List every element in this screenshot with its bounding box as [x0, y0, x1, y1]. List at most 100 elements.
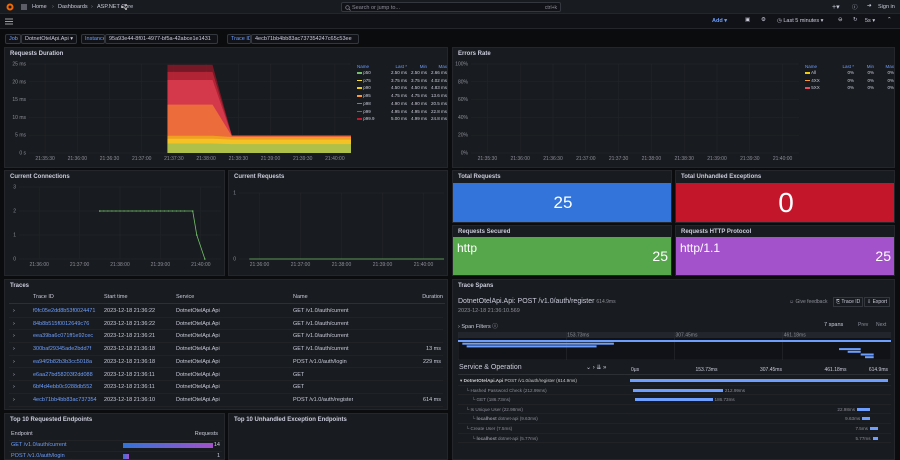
table-row[interactable]: › 84b8b515f0012649c76 2023-12-18 21:36:2… [9, 318, 443, 331]
expand-row-icon[interactable]: › [13, 384, 15, 391]
span-bar[interactable] [862, 417, 870, 421]
legend-row[interactable]: All 0% 0% 0% [805, 69, 894, 77]
breadcrumb-home[interactable]: Home [32, 4, 47, 10]
refresh-interval[interactable]: 5s ▾ [865, 18, 876, 24]
span-bar[interactable] [635, 398, 713, 402]
span-row[interactable]: └ Create User (7.5ms) 7.5ms [458, 424, 891, 434]
breadcrumb-dashboards[interactable]: Dashboards [58, 4, 88, 10]
legend-row[interactable]: p50 2.50 ms 2.50 ms 2.66 ms [357, 69, 447, 77]
trace-id-link[interactable]: eea39ba6c071ff1e92cec [33, 333, 94, 340]
table-row[interactable]: GET /v1.0/auth/current 14 [9, 440, 222, 450]
signin-icon[interactable]: ➔ [867, 3, 872, 9]
trace-id-link[interactable]: 6bf4d4ebb0c9288db552 [33, 384, 93, 391]
minimap-tick-label: 307.45ms [676, 333, 698, 339]
legend-col[interactable]: Min [419, 64, 427, 69]
expand-row-icon[interactable]: › [13, 320, 15, 327]
legend-col[interactable]: Max [438, 64, 447, 69]
table-row[interactable]: POST /v1.0/auth/login 1 [9, 451, 222, 459]
prev-button[interactable]: Prev [858, 322, 869, 328]
col-endpoint[interactable]: Endpoint [11, 431, 33, 437]
legend-col[interactable]: Name [357, 64, 370, 69]
variable-job-select[interactable]: DotnetOtelApi.Api ▾ [21, 34, 77, 44]
legend-col[interactable]: Last * [395, 64, 407, 69]
span-row[interactable]: ▾ DotnetOtelApi.Api POST /v1.0/auth/regi… [458, 376, 891, 386]
expand-row-icon[interactable]: › [13, 346, 15, 353]
save-icon[interactable]: ▣ [745, 17, 751, 23]
plus-icon[interactable]: +▾ [832, 4, 840, 11]
table-row[interactable]: › f0fc05e2dd8b53f0024471 2023-12-18 21:3… [9, 305, 443, 318]
span-bar[interactable] [630, 379, 888, 382]
table-row[interactable]: › 300baf29345ade2bdd7f 2023-12-18 21:36:… [9, 343, 443, 356]
variable-traceid-input[interactable]: 4ecb71bb4bb83ac737354247c65c53ee [251, 34, 359, 44]
col-start-time[interactable]: Start time [104, 294, 128, 300]
expand-row-icon[interactable]: › [13, 333, 15, 340]
span-row[interactable]: └ localhost dotnet-api (9.63ms) 9.63ms [458, 414, 891, 424]
legend-row[interactable]: 5XX 0% 0% 0% [805, 84, 894, 92]
trace-id-link[interactable]: 4ecb71bb4bb83ac737354 [33, 396, 97, 403]
expand-row-icon[interactable]: › [13, 396, 15, 403]
col-service[interactable]: Service [176, 294, 195, 300]
add-button[interactable]: Add ▾ [712, 18, 727, 24]
table-row[interactable]: › 4ecb71bb4bb83ac737354 2023-12-18 21:36… [9, 394, 443, 407]
expand-collapse-controls[interactable]: ⌄ › ⇊ » [586, 365, 607, 371]
settings-icon[interactable]: ⚙ [761, 17, 766, 23]
col-trace-id[interactable]: Trace ID [33, 294, 54, 300]
endpoint-link[interactable]: POST /v1.0/auth/login [11, 453, 65, 459]
export-button[interactable]: ⇩ Export [864, 297, 891, 307]
legend-col[interactable]: Last * [842, 64, 854, 69]
collapse-icon[interactable]: ⌃ [887, 17, 892, 23]
span-bar[interactable] [872, 436, 878, 440]
search-input[interactable]: Search or jump to... ctrl+k [341, 2, 561, 12]
expand-row-icon[interactable]: › [13, 358, 15, 365]
variable-instance-select[interactable]: 95a93e44-8f01-4977-bf5a-42abce1e1431 [105, 34, 218, 44]
legend-col[interactable]: Min [866, 64, 874, 69]
trace-id-link[interactable]: f0fc05e2dd8b53f0024471 [33, 308, 96, 314]
expand-row-icon[interactable]: › [13, 371, 15, 378]
grafana-logo-icon[interactable] [6, 3, 14, 11]
col-name[interactable]: Name [293, 294, 308, 300]
legend-row[interactable]: p99 4.95 ms 4.95 ms 22.8 ms [357, 108, 447, 116]
trace-id-button[interactable]: ⎘ Trace ID [833, 297, 864, 307]
zoom-out-icon[interactable]: ⊖ [838, 17, 843, 23]
span-bar[interactable] [869, 427, 878, 430]
table-row[interactable]: › ea94f2b82b3b3cc5018a 2023-12-18 21:36:… [9, 356, 443, 369]
refresh-icon[interactable]: ↻ [853, 17, 858, 23]
legend-row[interactable]: 4XX 0% 0% 0% [805, 77, 894, 85]
expand-row-icon[interactable]: › [13, 308, 15, 314]
collapse-menu-icon[interactable] [5, 18, 13, 27]
legend-row[interactable]: p75 3.75 ms 3.75 ms 4.02 ms [357, 77, 447, 85]
span-filters-toggle[interactable]: › Span Filters ⓘ [458, 324, 498, 330]
legend-row[interactable]: p95 4.75 ms 4.75 ms 13.6 ms [357, 92, 447, 100]
span-row[interactable]: └ Hashed Password Check (212.99ms) 212.9… [458, 386, 891, 396]
data-point [147, 210, 149, 212]
col-requests[interactable]: Requests [194, 431, 218, 437]
data-point [204, 258, 206, 260]
endpoint-link[interactable]: GET /v1.0/auth/current [11, 442, 67, 448]
trace-id-link[interactable]: ea94f2b82b3b3cc5018a [33, 358, 93, 365]
span-bar[interactable] [857, 407, 870, 411]
sign-in-link[interactable]: Sign in [878, 4, 895, 10]
span-row[interactable]: └ localhost dotnet-api (5.77ms) 5.77ms [458, 434, 891, 444]
table-row[interactable]: › e6aa27bd58203f2dd088 2023-12-18 21:36:… [9, 369, 443, 382]
legend-row[interactable]: p99.9 5.00 ms 4.99 ms 24.8 ms [357, 115, 447, 123]
time-picker[interactable]: ◷ Last 5 minutes ▾ [777, 18, 824, 24]
table-row[interactable]: › 6bf4d4ebb0c9288db552 2023-12-18 21:36:… [9, 381, 443, 394]
col-duration[interactable]: Duration [422, 294, 443, 300]
share-icon[interactable] [120, 3, 128, 11]
menu-icon[interactable] [20, 3, 28, 13]
trace-id-link[interactable]: e6aa27bd58203f2dd088 [33, 371, 93, 378]
legend-row[interactable]: p90 4.50 ms 4.50 ms 4.83 ms [357, 84, 447, 92]
trace-minimap[interactable]: 153.73ms 307.45ms 461.18ms [458, 332, 891, 360]
span-bar[interactable] [632, 388, 723, 392]
trace-id-link[interactable]: 300baf29345ade2bdd7f [33, 346, 92, 353]
span-row[interactable]: └ GET (186.73ms) 186.73ms [458, 395, 891, 405]
trace-id-link[interactable]: 84b8b515f0012649c76 [33, 320, 90, 327]
next-button[interactable]: Next [876, 322, 887, 328]
legend-row[interactable]: p98 4.90 ms 4.90 ms 20.5 ms [357, 100, 447, 108]
legend-col[interactable]: Max [885, 64, 894, 69]
span-row[interactable]: └ Is Unique User (22.98ms) 22.98ms [458, 405, 891, 415]
help-icon[interactable]: ⓘ [852, 5, 858, 11]
give-feedback-link[interactable]: ☺ Give feedback [789, 299, 828, 305]
table-row[interactable]: › eea39ba6c071ff1e92cec 2023-12-18 21:36… [9, 330, 443, 344]
legend-col[interactable]: Name [805, 64, 818, 69]
